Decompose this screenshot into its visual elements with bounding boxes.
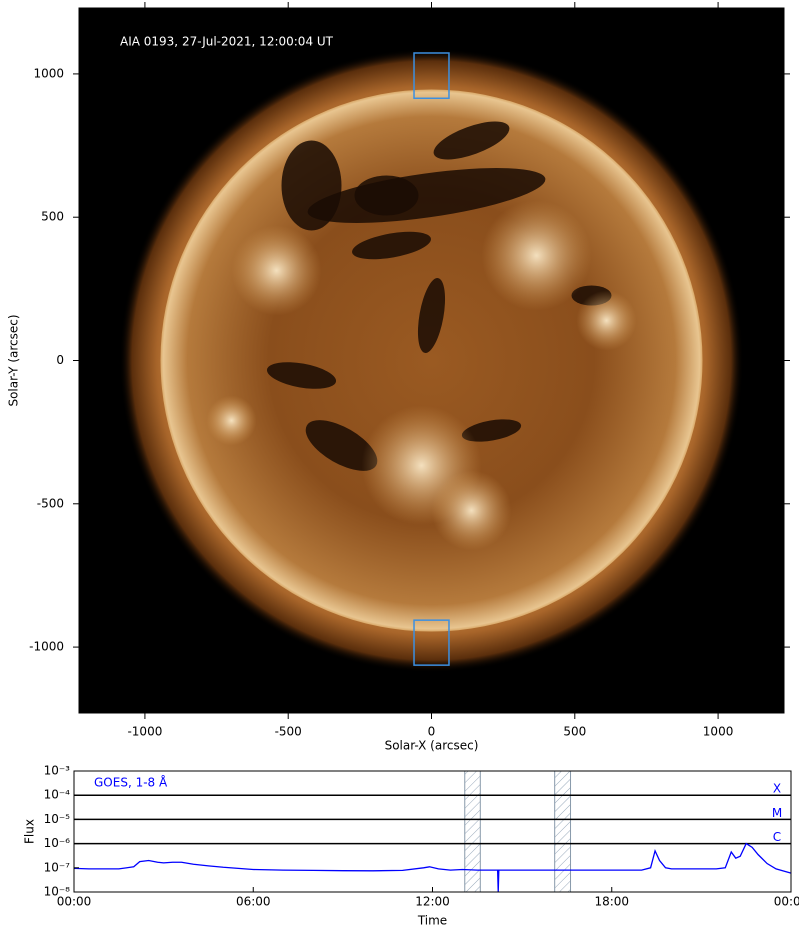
- legend-label: GOES, 1-8 Å: [94, 775, 168, 790]
- y-tick-label: -1000: [29, 640, 64, 654]
- coronal-hole: [417, 278, 446, 353]
- y-tick-label: 1000: [33, 66, 64, 80]
- x-tick-label: 500: [563, 725, 586, 739]
- y-axis-label: Solar-Y (arcsec): [7, 314, 21, 406]
- x-tick-label: 12:00: [415, 895, 450, 909]
- x-axis-label: Solar-X (arcsec): [385, 739, 479, 753]
- region-box: [413, 52, 450, 100]
- x-axis-label: Time: [417, 914, 447, 928]
- active-region: [431, 470, 512, 551]
- x-tick-label: 18:00: [594, 895, 629, 909]
- y-tick-label: 10⁻⁸: [44, 885, 71, 899]
- x-tick-label: -500: [275, 725, 302, 739]
- highlight-span: [554, 770, 572, 893]
- y-tick-label: 10⁻⁶: [44, 836, 71, 850]
- coronal-hole: [433, 121, 510, 160]
- coronal-hole: [461, 419, 522, 442]
- x-tick-label: 06:00: [236, 895, 271, 909]
- class-label: C: [773, 830, 781, 844]
- class-label: M: [772, 806, 782, 820]
- highlight-span: [464, 770, 481, 893]
- flux-line: [73, 842, 792, 893]
- y-tick-label: 10⁻³: [44, 764, 71, 778]
- coronal-hole: [281, 140, 342, 231]
- solar-disk: [160, 89, 703, 632]
- active-region: [481, 200, 592, 311]
- region-box: [413, 619, 450, 666]
- x-tick-label: 0: [428, 725, 436, 739]
- coronal-hole: [352, 231, 431, 260]
- active-region: [206, 395, 257, 446]
- x-tick-label: 00:00: [774, 895, 799, 909]
- coronal-hole: [354, 175, 419, 216]
- active-region: [231, 225, 322, 316]
- solar-panel: AIA 0193, 27-Jul-2021, 12:00:04 UT -1000 -…: [7, 2, 790, 753]
- x-tick-label: -1000: [127, 725, 162, 739]
- x-tick-label: 1000: [703, 725, 734, 739]
- annotation: AIA 0193, 27-Jul-2021, 12:00:04 UT: [120, 35, 334, 49]
- y-axis-label: Flux: [23, 819, 37, 844]
- y-tick-label: 500: [41, 210, 64, 224]
- y-tick-label: 0: [56, 353, 64, 367]
- class-label: X: [773, 782, 781, 796]
- coronal-hole: [266, 362, 337, 389]
- plot-background: [74, 771, 791, 892]
- y-tick-label: 10⁻⁴: [44, 788, 71, 802]
- x-tick-label: 00:00: [57, 895, 92, 909]
- coronal-hole: [305, 420, 378, 471]
- y-tick-label: 10⁻⁵: [44, 812, 71, 826]
- y-tick-label: 10⁻⁷: [44, 860, 71, 874]
- y-tick-label: -500: [37, 496, 64, 510]
- active-region: [576, 290, 637, 351]
